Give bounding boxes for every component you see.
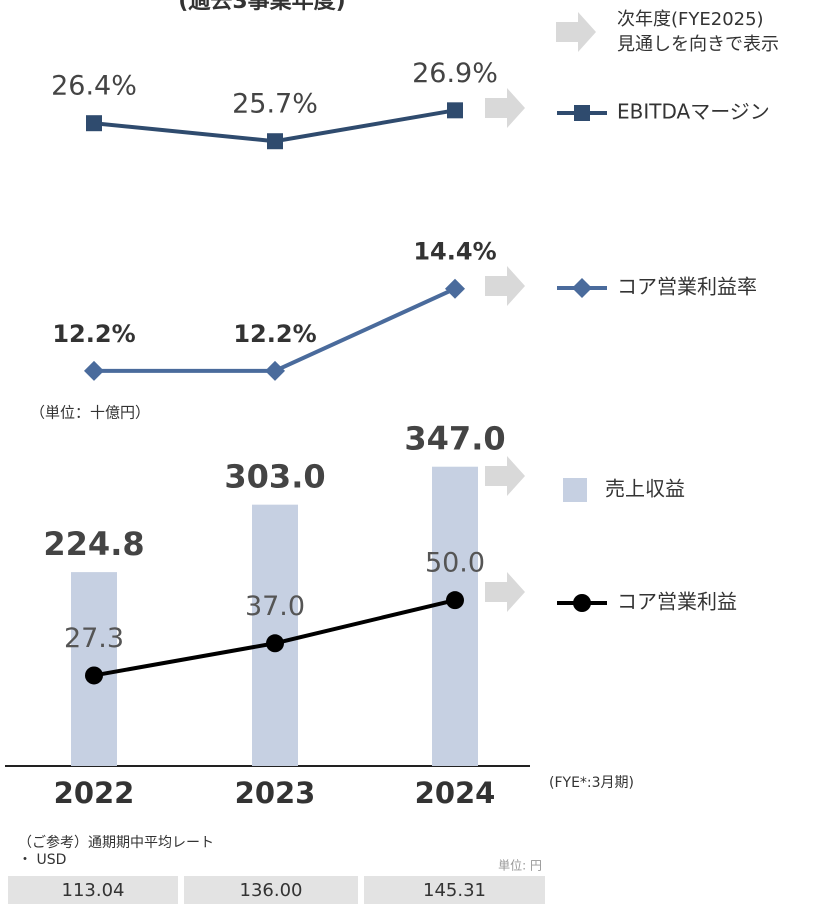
forecast-arrow	[485, 572, 525, 612]
marker	[446, 591, 464, 610]
rate-cell	[184, 876, 358, 904]
rates-unit: 単位: 円	[498, 858, 542, 873]
x-tick-label: 2023	[235, 776, 316, 810]
rates-title: （ご参考）通期期中平均レート	[18, 834, 214, 851]
legend-marker	[572, 278, 592, 298]
rate-cell	[8, 876, 178, 904]
note: (FYE*:3月期)	[549, 775, 634, 791]
data-label: 26.9%	[412, 58, 498, 89]
rates-table: 113.04 136.00 145.31	[8, 876, 545, 904]
marker	[445, 278, 465, 299]
marker	[85, 666, 103, 685]
data-label: 25.7%	[232, 89, 318, 120]
data-label: 303.0	[224, 458, 325, 496]
title: (過去3事業年度)	[178, 0, 345, 14]
data-label: 224.8	[43, 525, 144, 563]
marker	[267, 133, 283, 150]
marker	[265, 360, 285, 381]
data-label: 26.4%	[51, 71, 137, 102]
data-label: 347.0	[404, 420, 505, 458]
data-label: 12.2%	[233, 320, 316, 348]
data-label: 14.4%	[413, 238, 496, 266]
legend-label: コア営業利益率	[617, 275, 757, 299]
legend-swatch	[563, 478, 587, 502]
marker	[447, 102, 463, 119]
legend-label: コア営業利益	[617, 590, 737, 614]
forecast-arrow	[485, 88, 525, 128]
marker	[86, 115, 102, 132]
bar	[432, 466, 478, 766]
data-label: 50.0	[425, 548, 485, 579]
legend-marker	[573, 594, 591, 612]
forecast-arrow	[485, 266, 525, 306]
x-tick-label: 2024	[415, 776, 496, 810]
forecast-note: 見通しを向きで表示	[617, 34, 779, 55]
data-label: 37.0	[245, 591, 305, 622]
forecast-note: 次年度(FYE2025)	[617, 9, 764, 30]
rates-currency: ・ USD	[18, 852, 66, 868]
legend-label: EBITDAマージン	[617, 100, 770, 124]
forecast-arrow	[485, 456, 525, 496]
rate-value: 145.31	[423, 880, 486, 901]
data-label: 12.2%	[52, 320, 135, 348]
rate-cell	[364, 876, 545, 904]
rate-value: 113.04	[62, 880, 125, 901]
rate-value: 136.00	[240, 880, 303, 901]
marker	[84, 360, 104, 381]
legend-marker	[574, 105, 590, 121]
forecast-arrow	[556, 12, 596, 52]
legend-label: 売上収益	[605, 477, 685, 501]
x-tick-label: 2022	[54, 776, 135, 810]
marker	[266, 634, 284, 653]
unit-label: （単位：十億円）	[30, 404, 150, 422]
data-label: 27.3	[64, 623, 124, 654]
